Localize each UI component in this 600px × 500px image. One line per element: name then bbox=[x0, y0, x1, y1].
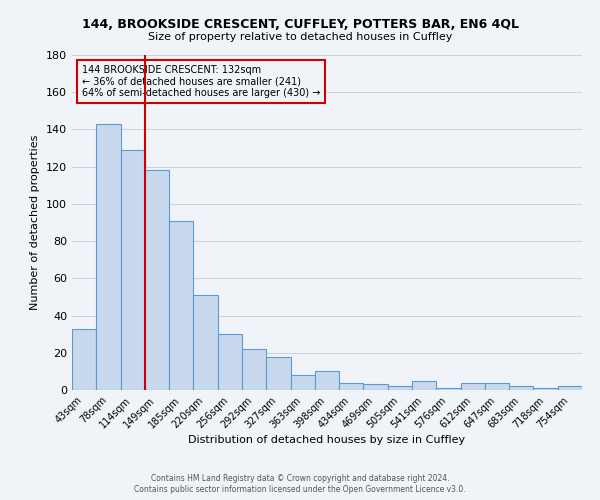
Bar bbox=[266, 356, 290, 390]
Bar bbox=[558, 386, 582, 390]
Bar bbox=[339, 382, 364, 390]
Bar bbox=[96, 124, 121, 390]
Bar bbox=[533, 388, 558, 390]
Bar bbox=[388, 386, 412, 390]
Bar bbox=[121, 150, 145, 390]
Text: 144, BROOKSIDE CRESCENT, CUFFLEY, POTTERS BAR, EN6 4QL: 144, BROOKSIDE CRESCENT, CUFFLEY, POTTER… bbox=[82, 18, 518, 30]
Bar bbox=[315, 372, 339, 390]
Bar bbox=[169, 220, 193, 390]
Bar bbox=[193, 295, 218, 390]
Bar bbox=[218, 334, 242, 390]
Bar bbox=[412, 380, 436, 390]
Y-axis label: Number of detached properties: Number of detached properties bbox=[31, 135, 40, 310]
X-axis label: Distribution of detached houses by size in Cuffley: Distribution of detached houses by size … bbox=[188, 436, 466, 446]
Bar bbox=[242, 349, 266, 390]
Bar bbox=[145, 170, 169, 390]
Text: Size of property relative to detached houses in Cuffley: Size of property relative to detached ho… bbox=[148, 32, 452, 42]
Bar bbox=[485, 382, 509, 390]
Bar bbox=[364, 384, 388, 390]
Text: 144 BROOKSIDE CRESCENT: 132sqm
← 36% of detached houses are smaller (241)
64% of: 144 BROOKSIDE CRESCENT: 132sqm ← 36% of … bbox=[82, 65, 320, 98]
Bar bbox=[436, 388, 461, 390]
Bar bbox=[290, 375, 315, 390]
Bar bbox=[509, 386, 533, 390]
Bar bbox=[461, 382, 485, 390]
Bar bbox=[72, 328, 96, 390]
Text: Contains HM Land Registry data © Crown copyright and database right 2024.
Contai: Contains HM Land Registry data © Crown c… bbox=[134, 474, 466, 494]
